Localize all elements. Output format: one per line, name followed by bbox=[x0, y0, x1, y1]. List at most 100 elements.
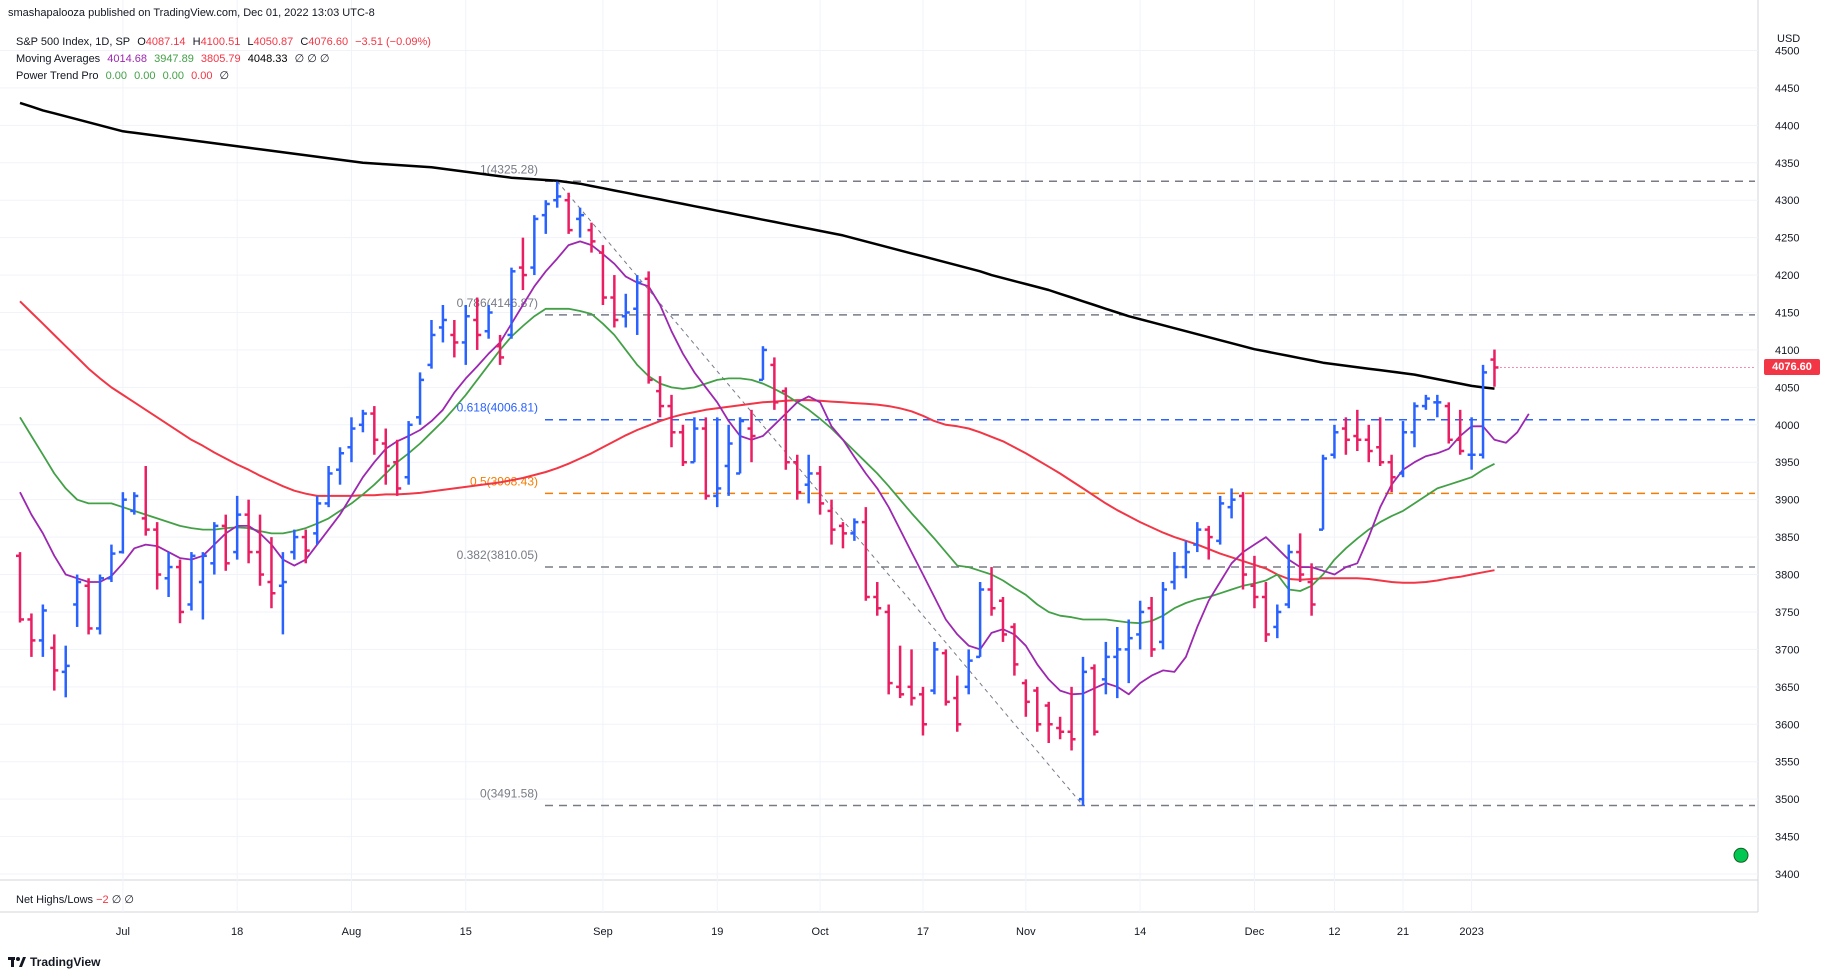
ohlc-bar bbox=[267, 537, 276, 609]
price-tick-label: 3500 bbox=[1775, 794, 1799, 806]
price-tick-label: 4150 bbox=[1775, 307, 1799, 319]
ohlc-bar bbox=[1261, 582, 1270, 642]
ohlc-bar bbox=[576, 207, 585, 238]
ma-value-4: 4048.33 bbox=[247, 53, 288, 65]
time-tick-label: 12 bbox=[1328, 926, 1340, 938]
ohlc-bar bbox=[336, 447, 345, 485]
ohlc-bar bbox=[976, 582, 985, 659]
ohlc-bar bbox=[381, 428, 390, 485]
fibonacci-retracement[interactable]: 1(4325.28) 0.786(4146.87) 0.618(4006.81) 0.… bbox=[457, 162, 1755, 807]
time-tick-label: 17 bbox=[917, 926, 929, 938]
ohlc-bar bbox=[1090, 664, 1099, 736]
ohlc-bar bbox=[964, 649, 973, 695]
ohlc-bar bbox=[884, 604, 893, 695]
ohlc-bar bbox=[1376, 417, 1385, 466]
ohlc-bar bbox=[953, 675, 962, 732]
ohlc-bar bbox=[987, 567, 996, 616]
ohlc-bar bbox=[587, 222, 596, 253]
pt-value-1: 0.00 bbox=[105, 70, 128, 82]
ohlc-bar bbox=[1159, 582, 1167, 650]
ohlc-bar bbox=[176, 559, 185, 624]
ohlc-bar bbox=[461, 305, 470, 365]
moving-averages-legend-row[interactable]: Moving Averages 4014.68 3947.89 3805.79 … bbox=[16, 51, 431, 68]
power-trend-legend-row[interactable]: Power Trend Pro 0.00 0.00 0.00 0.00 ∅ bbox=[16, 68, 431, 85]
fib-level-label: 0.786(4146.87) bbox=[457, 296, 538, 310]
ohlc-bar bbox=[816, 465, 825, 515]
ohlc-bar bbox=[690, 417, 699, 464]
net-highs-lows-value: −2 bbox=[96, 894, 109, 906]
last-price-tag: 4076.60 bbox=[1764, 359, 1820, 376]
ohlc-bar bbox=[1387, 454, 1396, 493]
ohlc-bar bbox=[644, 271, 653, 384]
ohlc-bar bbox=[838, 522, 847, 549]
ohlc-bar bbox=[347, 417, 356, 463]
low-label: L bbox=[247, 36, 254, 48]
price-tick-label: 3700 bbox=[1775, 644, 1799, 656]
ohlc-bar bbox=[278, 552, 287, 635]
ohlc-bar bbox=[1078, 656, 1087, 806]
ohlc-bar bbox=[1319, 454, 1328, 531]
price-tick-label: 3400 bbox=[1775, 869, 1799, 881]
ohlc-bar bbox=[507, 267, 516, 339]
ohlc-bar bbox=[96, 574, 105, 635]
ohlc-bar bbox=[301, 529, 310, 564]
ohlc-bar bbox=[1399, 421, 1408, 478]
price-tick-label: 4300 bbox=[1775, 195, 1799, 207]
time-tick-label: 15 bbox=[460, 926, 472, 938]
fib-level-label: 0(3491.58) bbox=[480, 786, 538, 800]
price-tick-label: 4350 bbox=[1775, 158, 1799, 170]
price-tick-label: 3850 bbox=[1775, 532, 1799, 544]
ohlc-bar bbox=[313, 495, 322, 545]
ma-suffix: ∅ ∅ ∅ bbox=[294, 53, 330, 65]
ohlc-bar bbox=[530, 215, 539, 276]
currency-label[interactable]: USD bbox=[1777, 33, 1801, 45]
fib-level-label: 0.382(3810.05) bbox=[457, 548, 538, 562]
ohlc-bar bbox=[1101, 641, 1110, 695]
price-tick-label: 3750 bbox=[1775, 607, 1799, 619]
price-tick-label: 4100 bbox=[1775, 345, 1799, 357]
price-tick-label: 4000 bbox=[1775, 420, 1799, 432]
price-tick-label: 4450 bbox=[1775, 83, 1799, 95]
pt-value-2: 0.00 bbox=[134, 70, 156, 82]
symbol-legend-row[interactable]: S&P 500 Index, 1D, SP O4087.14 H4100.51 … bbox=[16, 34, 431, 51]
ohlc-bar bbox=[861, 507, 870, 601]
signal-dot-icon bbox=[1733, 847, 1749, 863]
time-tick-label: Oct bbox=[812, 926, 829, 938]
publisher-line: smashapalooza published on TradingView.c… bbox=[8, 7, 375, 19]
open-label: O bbox=[137, 36, 146, 48]
footer-brand[interactable]: TradingView bbox=[8, 955, 100, 969]
ohlc-bar bbox=[1296, 533, 1305, 583]
time-tick-label: 14 bbox=[1134, 926, 1146, 938]
net-highs-lows-legend[interactable]: Net Highs/Lows −2 ∅ ∅ bbox=[16, 893, 134, 906]
ohlc-bar bbox=[416, 372, 425, 425]
ohlc-bar bbox=[1284, 544, 1293, 609]
ohlc-bar bbox=[713, 417, 722, 508]
ohlc-bar bbox=[518, 237, 527, 291]
price-tick-label: 4500 bbox=[1775, 45, 1799, 57]
ohlc-bar bbox=[1433, 394, 1442, 418]
series-line-sma-200 bbox=[19, 101, 1495, 390]
ohlc-bar bbox=[1033, 686, 1042, 732]
ohlc-bar bbox=[941, 649, 950, 706]
ohlc-bar bbox=[27, 613, 36, 657]
ohlc-bar bbox=[1136, 600, 1145, 650]
ohlc-bar bbox=[393, 439, 402, 496]
ohlc-bar bbox=[1181, 540, 1190, 579]
ohlc-bar bbox=[1330, 424, 1339, 459]
ohlc-bar bbox=[1410, 402, 1419, 448]
ohlc-bar bbox=[1421, 394, 1430, 410]
ohlc-bar bbox=[1353, 409, 1362, 452]
ohlc-bar bbox=[1364, 424, 1373, 463]
time-axis: Jul 18 Aug 15 Sep 19 Oct 17 Nov 14 Dec 12 21 2023 bbox=[116, 926, 1484, 938]
ohlc-bar bbox=[1273, 604, 1282, 639]
ohlc-bar bbox=[1307, 563, 1316, 616]
ohlc-bar bbox=[1341, 417, 1350, 455]
ohlc-bar bbox=[187, 552, 196, 611]
time-tick-label: Aug bbox=[342, 926, 362, 938]
ohlc-bar bbox=[896, 645, 905, 699]
price-tick-label: 3600 bbox=[1775, 719, 1799, 731]
ohlc-bar bbox=[370, 406, 379, 455]
price-tick-label: 3900 bbox=[1775, 495, 1799, 507]
ohlc-bar bbox=[84, 578, 93, 635]
